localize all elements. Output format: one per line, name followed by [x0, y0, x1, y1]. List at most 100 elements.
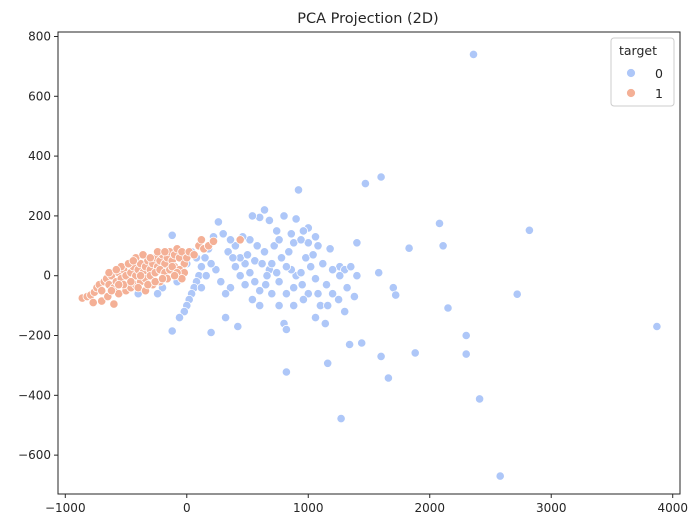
- point-target-0-60: [255, 286, 265, 296]
- point-target-0-112: [230, 262, 240, 272]
- point-target-0-114: [221, 289, 231, 299]
- point-target-0-8: [279, 211, 289, 221]
- point-target-1-47: [208, 236, 219, 246]
- point-target-0-80: [174, 312, 185, 323]
- point-target-0-109: [252, 241, 262, 251]
- point-target-0-17: [438, 241, 448, 251]
- point-target-0-138: [240, 280, 250, 290]
- point-target-1-48: [196, 235, 206, 245]
- point-target-0-57: [274, 300, 284, 311]
- point-target-0-99: [342, 283, 352, 293]
- point-target-0-143: [274, 235, 284, 245]
- point-target-1-49: [235, 235, 245, 245]
- point-target-0-65: [230, 241, 240, 251]
- point-target-0-43: [474, 394, 485, 404]
- plot-frame: [57, 31, 681, 495]
- legend-label-0: 0: [655, 66, 663, 81]
- point-target-0-51: [303, 289, 313, 299]
- y-tick-label: 600: [28, 89, 51, 103]
- point-target-0-56: [281, 324, 291, 335]
- legend-title: target: [619, 43, 657, 58]
- point-target-0-115: [216, 277, 226, 287]
- point-target-0-27: [374, 268, 384, 278]
- point-target-1-74: [160, 247, 170, 257]
- point-target-0-136: [228, 253, 238, 263]
- point-target-1-6: [97, 286, 107, 296]
- point-target-0-141: [262, 271, 272, 281]
- point-target-1-92: [157, 274, 168, 284]
- point-target-0-89: [272, 268, 282, 278]
- legend-label-1: 1: [655, 86, 663, 101]
- point-target-0-142: [269, 241, 279, 251]
- point-target-0-140: [255, 300, 265, 311]
- point-target-0-119: [196, 283, 206, 293]
- point-target-0-16: [524, 225, 535, 235]
- point-target-0-96: [318, 259, 328, 269]
- point-target-0-91: [284, 247, 294, 257]
- point-target-0-38: [357, 338, 367, 348]
- point-target-0-97: [327, 265, 338, 275]
- point-target-0-4: [259, 205, 270, 215]
- point-target-0-90: [276, 253, 287, 263]
- y-tick-label: 0: [43, 269, 51, 283]
- point-target-0-6: [247, 211, 257, 221]
- point-target-0-25: [346, 262, 356, 272]
- point-target-1-52: [88, 297, 98, 308]
- point-target-0-118: [201, 271, 211, 281]
- point-target-0-135: [223, 247, 233, 257]
- point-target-0-83: [221, 312, 231, 323]
- point-target-0-29: [391, 290, 401, 300]
- point-target-0-58: [267, 289, 277, 299]
- point-target-0-145: [289, 300, 299, 311]
- point-target-0-93: [296, 235, 306, 245]
- point-target-0-42: [281, 367, 291, 377]
- point-target-1-43: [189, 250, 199, 260]
- point-target-0-13: [286, 229, 296, 239]
- point-target-0-66: [225, 235, 236, 245]
- point-target-0-105: [281, 289, 291, 299]
- point-target-0-98: [335, 271, 345, 281]
- point-target-0-107: [267, 259, 277, 269]
- point-target-1-79: [111, 265, 121, 275]
- point-target-0-46: [333, 294, 344, 305]
- point-target-0-2: [360, 179, 370, 189]
- point-target-0-41: [336, 413, 346, 424]
- point-target-0-26: [352, 271, 362, 281]
- point-target-0-129: [153, 289, 163, 299]
- point-target-0-101: [320, 318, 330, 329]
- point-target-0-137: [235, 271, 245, 281]
- y-tick-label: −200: [18, 329, 51, 343]
- point-target-0-87: [257, 259, 267, 269]
- point-target-0-116: [211, 265, 221, 275]
- point-target-0-11: [298, 226, 308, 236]
- point-target-0-134: [167, 230, 177, 240]
- point-target-0-47: [327, 289, 338, 299]
- x-tick-label: 3000: [536, 501, 567, 515]
- point-target-1-93: [114, 280, 124, 290]
- x-tick-label: 1000: [293, 501, 324, 515]
- point-target-0-149: [323, 300, 333, 311]
- point-target-0-59: [261, 280, 271, 290]
- y-tick-label: 400: [28, 149, 51, 163]
- point-target-0-147: [306, 262, 316, 272]
- y-tick-label: 800: [28, 29, 51, 43]
- point-target-0-31: [512, 289, 522, 299]
- point-target-0-139: [247, 294, 257, 305]
- point-target-0-12: [272, 226, 282, 236]
- y-tick-label: 200: [28, 209, 51, 223]
- point-target-0-144: [281, 262, 291, 272]
- point-target-1-89: [136, 271, 146, 281]
- point-target-0-14: [310, 232, 321, 242]
- legend-marker-0: [626, 68, 636, 78]
- point-target-0-67: [218, 229, 228, 239]
- point-target-0-104: [289, 283, 299, 293]
- point-target-1-94: [106, 286, 117, 296]
- point-target-0-7: [264, 215, 274, 225]
- point-target-0-113: [225, 283, 236, 293]
- legend-marker-1: [626, 88, 636, 98]
- point-target-1-81: [126, 277, 136, 287]
- point-target-0-45: [340, 306, 350, 317]
- point-target-0-35: [410, 348, 420, 358]
- point-target-0-108: [259, 247, 270, 257]
